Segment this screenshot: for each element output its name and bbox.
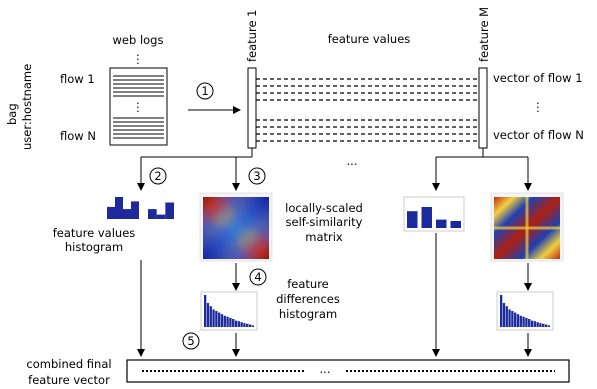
feature-1-header: feature 1 <box>245 10 259 63</box>
bag-label: bag <box>5 103 19 125</box>
feature-values-header: feature values <box>328 32 411 46</box>
web-logs-title: web logs <box>113 33 164 47</box>
ssm-label-1: locally-scaled <box>285 201 363 215</box>
histogram-bar <box>539 323 542 327</box>
ssm-label-2: self-similarity <box>286 215 363 229</box>
step-5-circle <box>182 332 200 350</box>
histogram-bar <box>248 324 252 327</box>
histogram-bar <box>528 319 531 327</box>
flow-1-label: flow 1 <box>60 72 95 86</box>
histogram-bar <box>421 207 432 228</box>
ssm-label-3: matrix <box>305 230 343 244</box>
histogram-bar <box>525 318 528 327</box>
histogram-bar <box>204 295 207 327</box>
histogram-bar <box>148 209 157 219</box>
histogram-bar <box>215 311 218 327</box>
histogram-bar <box>505 306 508 327</box>
vector-flow-1-label: vector of flow 1 <box>493 71 583 85</box>
step-3-circle <box>248 167 266 185</box>
histogram-bar <box>237 321 240 327</box>
fd-label-2: differences <box>276 292 340 306</box>
step-2-circle <box>149 167 167 185</box>
feature-values-histogram-label-1: feature values <box>53 226 136 240</box>
histogram-bar <box>232 319 235 327</box>
histogram-bar <box>514 312 517 327</box>
final-feature-vector <box>126 359 570 383</box>
combined-label-2: feature vector <box>28 373 110 387</box>
histogram-bar <box>536 322 539 327</box>
web-logs-mid-ellipsis: ⋮ <box>132 100 144 114</box>
feature-values-histogram-m <box>403 196 465 232</box>
web-log-document <box>109 67 168 146</box>
histogram-bar <box>533 321 536 327</box>
final-vector-ellipsis: ... <box>320 362 331 376</box>
histogram-bar <box>234 320 238 327</box>
fd-label-1: feature <box>287 277 329 291</box>
histogram-bar <box>156 214 166 219</box>
web-logs-top-ellipsis: ⋮ <box>132 52 144 66</box>
histogram-bar <box>223 315 226 327</box>
feature-values-histogram-label-2: histogram <box>65 240 123 254</box>
feature-m-column <box>478 67 488 149</box>
histogram-bar <box>544 324 548 327</box>
flow-rows <box>256 78 479 142</box>
histogram-bar <box>246 323 249 327</box>
self-similarity-matrix <box>199 192 273 262</box>
feature-1-column <box>247 67 257 149</box>
histogram-bar <box>436 219 447 228</box>
step-4-number: 4 <box>254 270 261 284</box>
histogram-bar <box>229 318 232 327</box>
self-similarity-matrix-m <box>490 192 564 262</box>
flow-n-label: flow N <box>60 129 96 143</box>
feature-m-branches <box>432 148 532 191</box>
feature-1-branches <box>137 148 253 191</box>
histogram-bar <box>220 314 224 327</box>
step-1-number: 1 <box>201 84 208 98</box>
vector-flow-n-label: vector of flow N <box>493 128 584 142</box>
histogram-bar <box>511 311 514 327</box>
histogram-bar <box>450 221 461 228</box>
histogram-bar <box>542 323 545 327</box>
step-3-number: 3 <box>253 169 260 183</box>
feature-ellipsis: ... <box>347 154 358 168</box>
histogram-bar <box>500 295 503 327</box>
histogram-bar <box>209 306 212 327</box>
histogram-frame <box>200 291 258 331</box>
histogram-bar <box>547 325 550 327</box>
histogram-bar <box>165 202 174 219</box>
histogram-bar <box>131 201 139 219</box>
histogram-bar <box>240 322 243 327</box>
step-5-number: 5 <box>187 334 194 348</box>
histogram-bar <box>522 316 525 327</box>
feature-values-histogram-right <box>146 195 176 221</box>
histogram-bar <box>519 315 522 327</box>
histogram-bar <box>516 314 520 327</box>
feature-differences-histogram-m <box>496 291 554 331</box>
fd-label-3: histogram <box>279 307 337 321</box>
histogram-bar <box>115 197 123 219</box>
histogram-bar <box>107 206 115 219</box>
vector-ellipsis: ⋮ <box>532 100 544 114</box>
histogram-bar <box>251 325 254 327</box>
feature-differences-histogram-1 <box>200 291 258 331</box>
histogram-frame <box>496 291 554 331</box>
combined-label-1: combined final <box>26 357 111 371</box>
histogram-bar <box>123 209 131 219</box>
histogram-bar <box>508 309 511 327</box>
histogram-bar <box>206 303 210 327</box>
histogram-bar <box>218 312 221 327</box>
user-hostname-label: user:hostname <box>20 64 34 150</box>
feature-m-header: feature M <box>477 7 491 62</box>
step-1-circle <box>196 82 214 100</box>
histogram-bar <box>530 320 534 327</box>
histogram-bar <box>407 211 418 228</box>
histogram-bar <box>226 316 229 327</box>
step-4-circle <box>249 268 267 286</box>
feature-values-histogram-left <box>105 195 141 221</box>
histogram-bar <box>502 303 506 327</box>
histogram-bar <box>243 323 246 327</box>
step-2-number: 2 <box>154 169 161 183</box>
histogram-bar <box>212 309 215 327</box>
